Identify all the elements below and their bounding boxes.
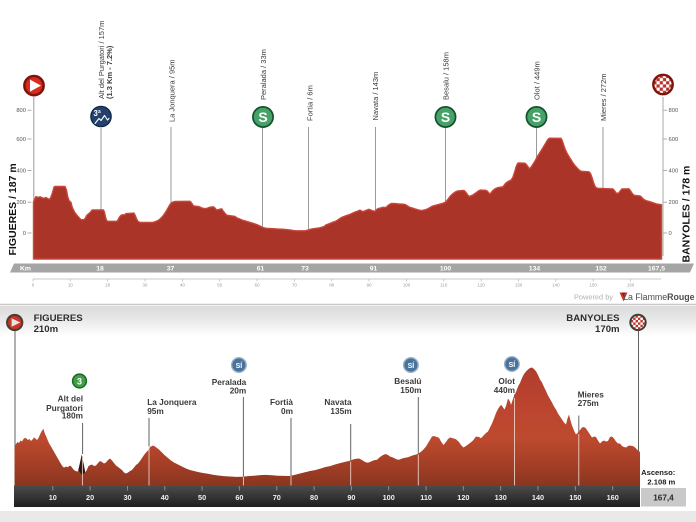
- svg-text:FIGUERES: FIGUERES: [34, 313, 84, 324]
- svg-text:100: 100: [403, 283, 411, 288]
- svg-text:90: 90: [347, 493, 355, 502]
- svg-text:50: 50: [217, 283, 222, 288]
- svg-text:Alt del Purgatori / 157m: Alt del Purgatori / 157m: [97, 21, 106, 99]
- svg-text:La FlammeRouge: La FlammeRouge: [623, 292, 694, 302]
- svg-text:37: 37: [167, 265, 175, 272]
- svg-text:440m: 440m: [494, 385, 515, 395]
- svg-text:210m: 210m: [34, 324, 59, 335]
- svg-text:140: 140: [532, 493, 544, 502]
- svg-text:95m: 95m: [147, 406, 164, 416]
- svg-text:152: 152: [595, 265, 607, 272]
- svg-text:10: 10: [49, 493, 57, 502]
- svg-text:0: 0: [32, 283, 35, 288]
- svg-text:20m: 20m: [230, 386, 247, 396]
- svg-text:167,5: 167,5: [648, 265, 665, 272]
- svg-text:S: S: [441, 109, 450, 125]
- svg-text:167,4: 167,4: [653, 494, 674, 503]
- svg-text:Peralada: Peralada: [212, 377, 247, 387]
- svg-text:180m: 180m: [62, 411, 83, 421]
- svg-text:400: 400: [669, 169, 679, 175]
- svg-text:BANYOLES / 178 m: BANYOLES / 178 m: [681, 166, 693, 263]
- svg-text:Besalú: Besalú: [394, 376, 421, 386]
- svg-text:40: 40: [180, 283, 185, 288]
- svg-text:120: 120: [478, 283, 486, 288]
- svg-text:3ª: 3ª: [94, 109, 101, 118]
- svg-text:Ascenso:: Ascenso:: [641, 468, 675, 477]
- svg-text:50: 50: [198, 493, 206, 502]
- svg-text:134: 134: [529, 265, 541, 272]
- svg-text:80: 80: [310, 493, 318, 502]
- svg-text:30: 30: [143, 283, 148, 288]
- svg-text:800: 800: [669, 108, 679, 114]
- svg-text:800: 800: [16, 108, 26, 114]
- svg-text:30: 30: [123, 493, 131, 502]
- svg-text:60: 60: [255, 283, 260, 288]
- svg-text:20: 20: [105, 283, 110, 288]
- svg-text:150: 150: [590, 283, 598, 288]
- svg-text:140: 140: [552, 283, 560, 288]
- svg-text:Fortià: Fortià: [270, 397, 293, 407]
- svg-text:60: 60: [235, 493, 243, 502]
- svg-text:73: 73: [301, 265, 309, 272]
- svg-text:S: S: [258, 109, 267, 125]
- svg-text:La Jonquera: La Jonquera: [147, 397, 197, 407]
- svg-text:70: 70: [273, 493, 281, 502]
- svg-text:110: 110: [440, 283, 448, 288]
- svg-text:40: 40: [161, 493, 169, 502]
- svg-text:275m: 275m: [578, 398, 599, 408]
- svg-text:160: 160: [627, 283, 635, 288]
- svg-text:20: 20: [86, 493, 94, 502]
- svg-text:SÍ: SÍ: [236, 361, 244, 370]
- svg-text:Mieres / 272m: Mieres / 272m: [599, 73, 608, 121]
- svg-text:150m: 150m: [400, 385, 421, 395]
- svg-text:100: 100: [440, 265, 452, 272]
- svg-text:0: 0: [669, 231, 672, 237]
- svg-text:Peralada / 33m: Peralada / 33m: [259, 49, 268, 100]
- svg-text:(1.3 Km - 7.2%): (1.3 Km - 7.2%): [105, 45, 114, 99]
- svg-text:2.108 m: 2.108 m: [647, 478, 675, 487]
- svg-text:91: 91: [370, 265, 378, 272]
- svg-text:S: S: [532, 109, 541, 125]
- svg-text:Powered by: Powered by: [574, 292, 613, 301]
- svg-text:3: 3: [77, 376, 82, 386]
- svg-text:600: 600: [16, 137, 26, 143]
- svg-text:90: 90: [367, 283, 372, 288]
- svg-text:Km: Km: [20, 265, 31, 272]
- svg-text:Alt del: Alt del: [58, 394, 83, 404]
- svg-text:FIGUERES / 187 m: FIGUERES / 187 m: [7, 163, 19, 255]
- svg-text:La Jonquera / 95m: La Jonquera / 95m: [168, 59, 177, 122]
- svg-text:Navata: Navata: [324, 397, 352, 407]
- svg-text:Purgatori: Purgatori: [46, 403, 83, 413]
- svg-text:400: 400: [16, 169, 26, 175]
- svg-text:135m: 135m: [330, 406, 351, 416]
- svg-text:100: 100: [383, 493, 395, 502]
- svg-text:SÍ: SÍ: [408, 361, 416, 370]
- svg-text:170m: 170m: [595, 324, 620, 335]
- svg-text:61: 61: [257, 265, 265, 272]
- svg-text:BANYOLES: BANYOLES: [566, 313, 620, 324]
- svg-text:600: 600: [669, 137, 679, 143]
- svg-text:130: 130: [495, 493, 507, 502]
- svg-text:Besalu / 158m: Besalu / 158m: [442, 52, 451, 100]
- svg-text:200: 200: [16, 200, 26, 206]
- svg-text:Olot: Olot: [498, 376, 515, 386]
- svg-text:110: 110: [420, 493, 432, 502]
- svg-text:80: 80: [329, 283, 334, 288]
- svg-text:130: 130: [515, 283, 523, 288]
- svg-text:200: 200: [669, 200, 679, 206]
- svg-text:Fortia / 6m: Fortia / 6m: [306, 85, 315, 121]
- svg-text:160: 160: [607, 493, 619, 502]
- svg-text:Mieres: Mieres: [578, 390, 605, 400]
- svg-text:70: 70: [292, 283, 297, 288]
- svg-text:120: 120: [457, 493, 469, 502]
- svg-text:SÍ: SÍ: [509, 360, 517, 369]
- svg-text:0: 0: [23, 231, 26, 237]
- svg-text:Navata / 143m: Navata / 143m: [371, 72, 380, 121]
- svg-text:18: 18: [96, 265, 104, 272]
- svg-text:10: 10: [68, 283, 73, 288]
- svg-text:Olot / 449m: Olot / 449m: [533, 61, 542, 100]
- svg-text:0m: 0m: [281, 406, 293, 416]
- svg-text:150: 150: [569, 493, 581, 502]
